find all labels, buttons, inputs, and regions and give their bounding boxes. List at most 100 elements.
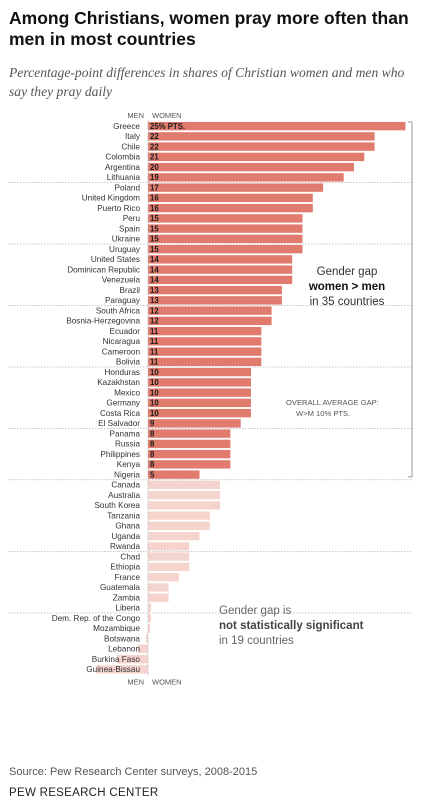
significant-bracket — [408, 121, 413, 478]
bar — [148, 244, 303, 254]
brand-footer: PEW RESEARCH CENTER — [9, 787, 159, 799]
country-label: Canada — [111, 481, 140, 490]
bar — [148, 152, 365, 162]
nonsig-annotation-line1: Gender gap is — [219, 605, 291, 617]
country-label: Brazil — [120, 286, 141, 295]
bar — [148, 224, 303, 233]
country-label: Russia — [115, 440, 140, 449]
bar — [137, 644, 148, 654]
bar — [148, 378, 251, 387]
country-label: Ecuador — [110, 327, 141, 336]
country-label: Rwanda — [110, 542, 140, 551]
average-annotation-line2: W>M 10% PTS. — [296, 409, 350, 418]
data-label: 8 — [150, 460, 155, 469]
bar — [148, 460, 231, 469]
bar — [148, 203, 313, 213]
bar — [148, 142, 375, 151]
country-label: Liberia — [115, 604, 140, 613]
chart-title: Among Christians, women pray more often … — [9, 8, 409, 49]
country-label: Lithuania — [107, 173, 141, 182]
bar — [148, 121, 406, 131]
data-label: 11 — [150, 358, 159, 367]
country-label: Argentina — [105, 163, 140, 172]
country-label: Spain — [119, 224, 140, 233]
country-label: Venezuela — [102, 276, 141, 285]
data-label: 16 — [150, 194, 159, 203]
chart-subtitle: Percentage-point differences in shares o… — [9, 65, 405, 99]
bar — [148, 521, 210, 531]
country-label: Philippines — [100, 450, 140, 459]
bar — [145, 634, 148, 643]
bar — [148, 173, 344, 182]
data-label: 11 — [150, 337, 159, 346]
bar — [148, 531, 200, 541]
country-label: Bosnia-Herzegovina — [66, 317, 140, 326]
data-label: 10 — [150, 399, 159, 408]
country-label: Kenya — [117, 460, 141, 469]
bar — [148, 306, 272, 315]
country-label: Tanzania — [107, 511, 140, 520]
country-label: Puerto Rico — [97, 204, 140, 213]
bar — [148, 593, 169, 602]
sig-annotation-line1: Gender gap — [317, 266, 378, 278]
bar — [148, 480, 221, 490]
data-label: 14 — [150, 276, 159, 285]
bar — [148, 275, 293, 285]
data-label: 17 — [150, 183, 159, 192]
country-label: Colombia — [105, 153, 140, 162]
country-label: Nigeria — [114, 470, 140, 479]
bar — [148, 501, 221, 510]
bar — [148, 572, 179, 582]
bar — [148, 542, 190, 551]
bar — [148, 583, 169, 592]
bar — [148, 603, 152, 613]
bar — [148, 316, 272, 326]
country-label: Poland — [115, 183, 141, 192]
data-label: 13 — [150, 286, 159, 295]
country-label: Dem. Rep. of the Congo — [52, 614, 141, 623]
country-label: Mozambique — [93, 624, 140, 633]
bar — [96, 665, 148, 674]
bar — [148, 613, 152, 623]
data-label: 15 — [150, 235, 159, 244]
bar — [148, 347, 262, 356]
bar — [148, 429, 231, 438]
sig-annotation-bold: women > men — [308, 281, 385, 293]
axis-label-men-bottom: MEN — [127, 678, 144, 687]
country-label: Australia — [108, 491, 140, 500]
bar — [148, 490, 221, 500]
data-label: 19 — [150, 173, 159, 182]
average-annotation-line1: OVERALL AVERAGE GAP: — [286, 398, 379, 407]
bar — [148, 285, 282, 295]
bar — [148, 449, 231, 459]
country-label: South Korea — [94, 501, 140, 510]
data-label: 13 — [150, 296, 159, 305]
data-label: 20 — [150, 163, 159, 172]
country-label: Uruguay — [109, 245, 141, 254]
bar — [148, 296, 282, 305]
data-label: 21 — [150, 153, 159, 162]
bar — [148, 193, 313, 203]
axis-label-women-bottom: WOMEN — [152, 678, 182, 687]
bar — [148, 408, 251, 418]
country-label: Mexico — [114, 388, 140, 397]
country-label: Greece — [113, 122, 140, 131]
country-label: Ethiopia — [110, 563, 140, 572]
bar-chart: MEN WOMEN Greece 25% PTS. Italy 22 Chile 22 Colo… — [8, 111, 413, 687]
country-label: Kazakhstan — [97, 378, 140, 387]
bar — [148, 357, 262, 367]
country-label: France — [115, 573, 141, 582]
data-label: 14 — [150, 255, 159, 264]
country-label: Lebanon — [108, 645, 140, 654]
data-label: 10 — [150, 409, 159, 418]
axis-label-men-top: MEN — [127, 111, 144, 120]
country-label: Botswana — [104, 634, 140, 643]
data-label: 11 — [150, 327, 159, 336]
data-label: 8 — [150, 429, 155, 438]
country-label: Ukraine — [112, 235, 141, 244]
nonsig-annotation-bold: not statistically significant — [219, 620, 364, 632]
country-label: Germany — [106, 399, 141, 408]
bar — [117, 654, 148, 664]
data-label: 22 — [150, 142, 159, 151]
country-label: Paraguay — [105, 296, 141, 305]
